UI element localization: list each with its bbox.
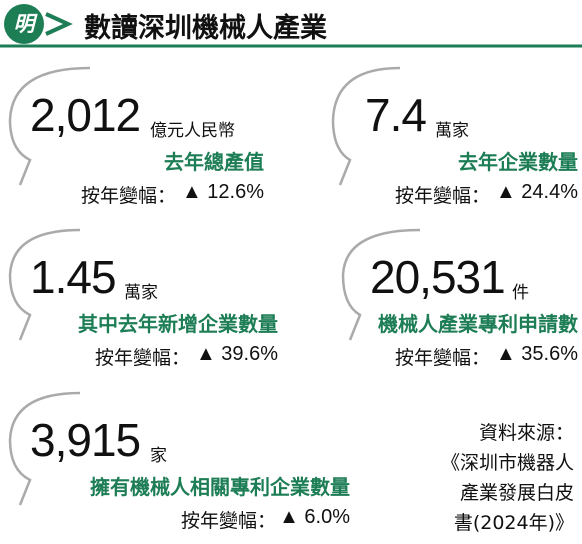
bubble [341, 228, 421, 341]
change-label: 按年變幅： [80, 185, 176, 207]
bubble [331, 66, 401, 186]
change-label: 按年變幅： [94, 347, 190, 369]
card-label: 擁有機械人相關專利企業數量 [90, 475, 350, 499]
change: ▲ 6.0% [279, 506, 350, 528]
bubble [8, 66, 91, 186]
bubble [8, 391, 81, 506]
source-line: 產業發展白皮 [459, 482, 574, 504]
card-label: 去年企業數量 [458, 150, 578, 174]
source-line: 《深圳市機器人 [440, 452, 574, 474]
change: ▲ 12.6% [181, 181, 264, 203]
change: ▲ 24.4% [495, 181, 578, 203]
bubbles [8, 66, 421, 506]
source-line: 書(2024年)》 [453, 512, 574, 534]
card-label: 其中去年新增企業數量 [78, 312, 278, 336]
unit: 萬家 [435, 121, 469, 141]
source-label: 資料來源： [478, 422, 574, 444]
unit: 件 [512, 283, 529, 303]
change-label: 按年變幅： [180, 510, 276, 532]
bubble [8, 228, 81, 341]
logo-circle [4, 4, 44, 44]
unit: 億元人民幣 [150, 121, 235, 141]
number: 1.45 [30, 251, 117, 303]
logo: 明 [13, 11, 35, 36]
card-label: 去年總產值 [164, 150, 264, 174]
header-bg [0, 0, 582, 48]
change: ▲ 35.6% [495, 343, 578, 365]
number: 3,915 [30, 414, 141, 466]
title: 數讀深圳機械人產業 [84, 13, 327, 44]
logo-arrow [45, 12, 73, 36]
card-label: 機械人產業專利申請數 [378, 312, 578, 336]
change-label: 按年變幅： [394, 347, 490, 369]
number: 2,012 [30, 89, 141, 141]
unit: 家 [150, 446, 167, 466]
number: 20,531 [370, 251, 506, 303]
number: 7.4 [365, 89, 427, 141]
unit: 萬家 [124, 283, 158, 303]
change-label: 按年變幅： [394, 185, 490, 207]
change: ▲ 39.6% [195, 343, 278, 365]
